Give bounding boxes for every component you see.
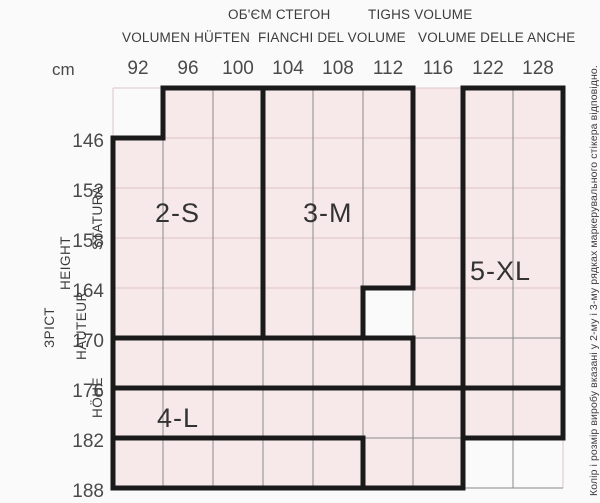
y-tick-152: 152 [72, 181, 104, 202]
region-fill-3m [263, 88, 413, 338]
header-volume-delle-anche-it: VOLUME DELLE ANCHE [418, 30, 576, 45]
x-tick-92: 92 [127, 58, 149, 79]
x-tick-96: 96 [177, 58, 199, 79]
x-tick-116: 116 [422, 58, 454, 79]
size-label-4l: 4-L [157, 403, 200, 433]
y-tick-146: 146 [72, 131, 104, 152]
y-tick-164: 164 [72, 281, 104, 302]
region-fill-band-116 [413, 88, 463, 438]
x-tick-108: 108 [322, 58, 354, 79]
size-label-5xl: 5-XL [470, 256, 532, 286]
size-label-2s: 2-S [155, 198, 201, 228]
header-tighs-volume-en: TIGHS VOLUME [368, 7, 473, 22]
header-fianchi-del-volume-it: FIANCHI DEL VOLUME [258, 30, 406, 45]
x-tick-128: 128 [522, 58, 554, 79]
region-outline-bottom [110, 435, 366, 491]
y-tick-170: 170 [72, 331, 104, 352]
header-hips-volume-uk: ОБ'ЄМ СТЕГОН [228, 7, 331, 22]
unit-label-cm: cm [52, 60, 75, 79]
y-tick-176: 176 [72, 381, 104, 402]
region-outlines [110, 85, 566, 491]
y-tick-188: 188 [72, 481, 104, 502]
x-tick-104: 104 [272, 58, 304, 79]
header-volumen-huften-de: VOLUMEN HÜFTEN [122, 30, 251, 45]
x-tick-100: 100 [222, 58, 254, 79]
region-fill-2s [113, 88, 263, 338]
x-tick-122: 122 [472, 58, 504, 79]
y-tick-182: 182 [72, 431, 104, 452]
y-tick-158: 158 [72, 231, 104, 252]
x-tick-112: 112 [372, 58, 404, 79]
size-label-3m: 3-M [303, 198, 353, 228]
region-fill-4l-step [113, 438, 363, 488]
